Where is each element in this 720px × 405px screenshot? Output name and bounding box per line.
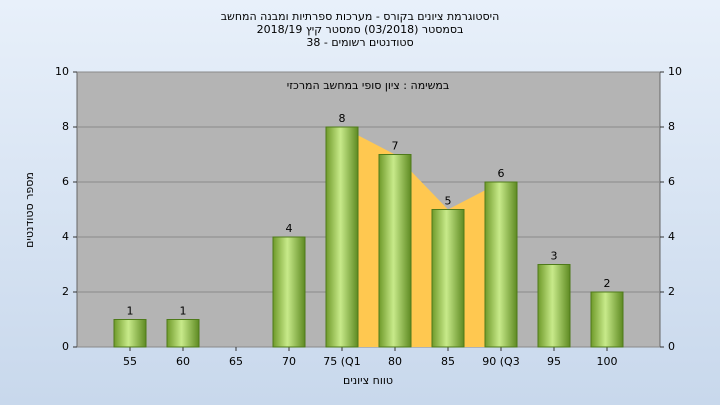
x-tick-label: 100 [597,355,618,368]
subtitle: בסמסטר (03/2018) סמסטר קיץ 2018/19 [257,23,464,36]
bar [537,264,571,348]
chart-title: היסטוגרמת ציונים בקורס - מערכות ספרתיות … [221,10,500,23]
data-label: 8 [339,112,346,125]
data-label: 1 [180,305,187,318]
x-axis-label: טווח ציונים [343,374,393,387]
bar [431,209,465,348]
bar [325,126,359,348]
data-label: 3 [551,250,558,263]
y2-tick-label: 6 [668,175,675,188]
data-label: 5 [445,195,452,208]
y-tick-label: 2 [62,285,69,298]
y2-tick-label: 2 [668,285,675,298]
bar [484,181,518,348]
bar [113,319,147,348]
bar [590,291,624,348]
bar [272,236,306,348]
data-label: 1 [127,305,134,318]
subtitle: סטודנטים רשומים - 38 [306,36,413,49]
x-tick-label: 65 [229,355,243,368]
y2-tick-label: 0 [668,340,675,353]
y2-tick-label: 8 [668,120,675,133]
y-tick-label: 10 [55,65,69,78]
x-tick-label: 95 [547,355,561,368]
y-tick-label: 0 [62,340,69,353]
y-tick-label: 6 [62,175,69,188]
x-tick-label: 85 [441,355,455,368]
data-label: 6 [498,167,505,180]
y2-tick-label: 4 [668,230,675,243]
y2-tick-label: 10 [668,65,682,78]
annotation: במשימה : ציון סופי במחשב המרכזי [287,79,450,92]
bar [166,319,200,348]
bar [378,154,412,348]
data-label: 4 [286,222,293,235]
data-label: 2 [604,277,611,290]
x-tick-label: 60 [176,355,190,368]
y-tick-label: 8 [62,120,69,133]
x-tick-label: 55 [123,355,137,368]
data-label: 7 [392,140,399,153]
x-tick-label: 75 (Q1 [323,355,360,368]
x-tick-label: 80 [388,355,402,368]
y-axis-label: מספר סטודנטים [23,172,36,248]
x-tick-label: 90 (Q3 [482,355,519,368]
y-tick-label: 4 [62,230,69,243]
x-tick-label: 70 [282,355,296,368]
